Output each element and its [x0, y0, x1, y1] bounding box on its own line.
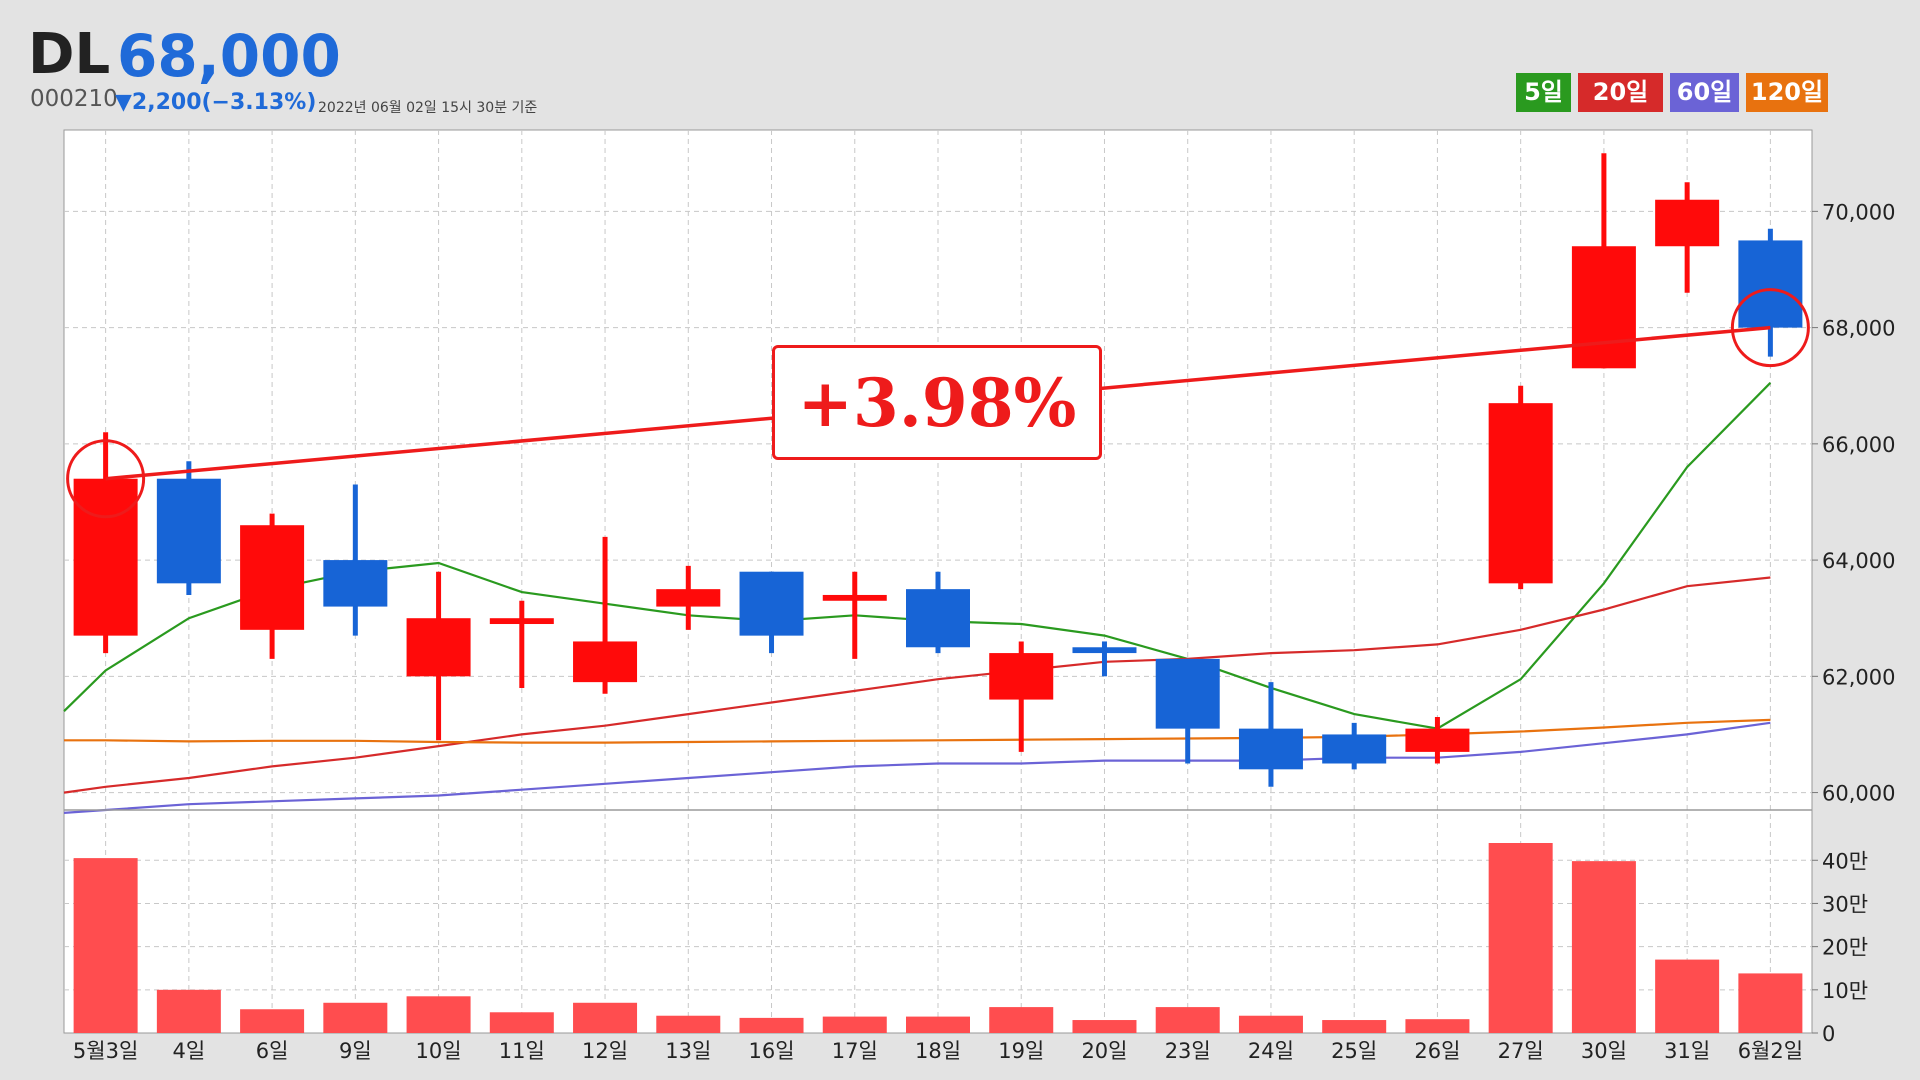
candlesticks: [73, 153, 1803, 787]
price-tick-label: 66,000: [1822, 433, 1895, 457]
candle-body: [573, 641, 638, 683]
stock-name: DL: [28, 22, 111, 87]
ma-line-20일: [63, 576, 1771, 794]
date-tick-label: 12일: [582, 1039, 628, 1063]
volume-bar: [1405, 1019, 1470, 1033]
candle-body: [1072, 647, 1137, 654]
candle-body: [406, 618, 471, 677]
candle-body: [906, 589, 970, 648]
ma-60-badge[interactable]: 60일: [1670, 73, 1739, 112]
volume-bar: [1488, 843, 1553, 1033]
volume-bar: [1322, 1020, 1387, 1033]
ma-120-badge[interactable]: 120일: [1746, 73, 1828, 112]
volume-bar: [1072, 1020, 1137, 1033]
volume-bar: [240, 1009, 305, 1033]
as-of-timestamp: 2022년 06월 02일 15시 30분 기준: [318, 100, 538, 116]
candle-body: [1238, 728, 1303, 770]
date-tick-label: 25일: [1331, 1039, 1377, 1063]
date-tick-label: 27일: [1498, 1039, 1544, 1063]
price-axis: 60,000 62,000 64,000 66,000 68,000 70,000: [1812, 200, 1895, 806]
volume-bar: [739, 1017, 804, 1033]
volume-bar: [573, 1002, 638, 1033]
candle-body: [1155, 658, 1220, 729]
volume-bar: [656, 1015, 721, 1033]
date-axis: 5월3일 4일 6일 9일 10일 11일 12일 13일 16일 17일 18일 19일 20일 23일…: [73, 1039, 1803, 1063]
date-tick-label: 20일: [1081, 1039, 1127, 1063]
volume-tick-label: 0: [1822, 1022, 1835, 1046]
date-tick-label: 6월2일: [1738, 1039, 1803, 1063]
volume-bar: [73, 858, 138, 1033]
volume-bar: [489, 1012, 554, 1033]
date-tick-label: 26일: [1414, 1039, 1460, 1063]
volume-bar: [1571, 861, 1636, 1033]
stock-code: 000210: [30, 86, 118, 112]
candle-body: [73, 478, 138, 636]
candle-body: [1571, 246, 1636, 369]
percent-change-label: +3.98%: [797, 363, 1077, 442]
date-tick-label: 18일: [915, 1039, 961, 1063]
volume-tick-label: 20만: [1822, 936, 1868, 960]
volume-axis: 0 10만 20만 30만 40만: [1812, 849, 1868, 1046]
volume-tick-label: 40만: [1822, 849, 1868, 873]
date-tick-label: 24일: [1248, 1039, 1294, 1063]
start-price-circle: [66, 439, 146, 519]
ma-line-5일: [63, 382, 1772, 730]
volume-tick-label: 10만: [1822, 979, 1868, 1003]
candle-body: [1738, 240, 1803, 328]
volume-bar: [406, 996, 471, 1033]
volume-bar: [1655, 959, 1720, 1033]
volume-bar: [1738, 973, 1803, 1033]
candle-body: [156, 478, 221, 584]
candle-body: [1322, 734, 1387, 764]
volume-bar: [323, 1002, 388, 1033]
price-tick-label: 60,000: [1822, 782, 1895, 806]
candle-body: [1488, 403, 1553, 584]
volume-bars: [73, 843, 1803, 1033]
candle-body: [989, 653, 1054, 700]
moving-average-lines: [63, 382, 1772, 814]
candle-body: [1655, 199, 1720, 247]
date-tick-label: 11일: [499, 1039, 545, 1063]
volume-bar: [1238, 1015, 1303, 1033]
volume-bar: [822, 1016, 887, 1033]
price-tick-label: 70,000: [1822, 200, 1895, 224]
date-tick-label: 30일: [1581, 1039, 1627, 1063]
end-price-circle: [1730, 288, 1810, 368]
date-tick-label: 4일: [173, 1039, 206, 1063]
volume-tick-label: 30만: [1822, 892, 1868, 916]
current-price: 68,000: [117, 22, 341, 90]
ma-5-badge[interactable]: 5일: [1516, 73, 1571, 112]
candle-body: [240, 525, 305, 630]
candle-body: [489, 618, 554, 625]
price-tick-label: 68,000: [1822, 317, 1895, 341]
candle-body: [323, 560, 388, 607]
date-tick-label: 13일: [665, 1039, 711, 1063]
date-tick-label: 19일: [998, 1039, 1044, 1063]
ma-line-60일: [63, 721, 1771, 814]
price-tick-label: 62,000: [1822, 665, 1895, 689]
ma-20-badge[interactable]: 20일: [1578, 73, 1663, 112]
candle-body: [739, 571, 804, 636]
volume-bar: [906, 1016, 970, 1033]
price-change: ▼2,200(−3.13%): [115, 90, 317, 115]
percent-change-callout: +3.98%: [772, 345, 1102, 460]
candle-body: [1405, 728, 1470, 752]
date-tick-label: 10일: [416, 1039, 462, 1063]
date-tick-label: 23일: [1165, 1039, 1211, 1063]
candle-body: [822, 594, 887, 601]
date-tick-label: 31일: [1664, 1039, 1710, 1063]
price-tick-label: 64,000: [1822, 549, 1895, 573]
date-tick-label: 5월3일: [73, 1039, 138, 1063]
volume-bar: [989, 1007, 1054, 1033]
volume-bar: [156, 989, 221, 1033]
date-tick-label: 16일: [749, 1039, 795, 1063]
volume-bar: [1155, 1007, 1220, 1033]
date-tick-label: 6일: [256, 1039, 289, 1063]
ma-line-120일: [64, 718, 1771, 744]
date-tick-label: 17일: [832, 1039, 878, 1063]
date-tick-label: 9일: [339, 1039, 372, 1063]
candle-body: [656, 589, 721, 607]
